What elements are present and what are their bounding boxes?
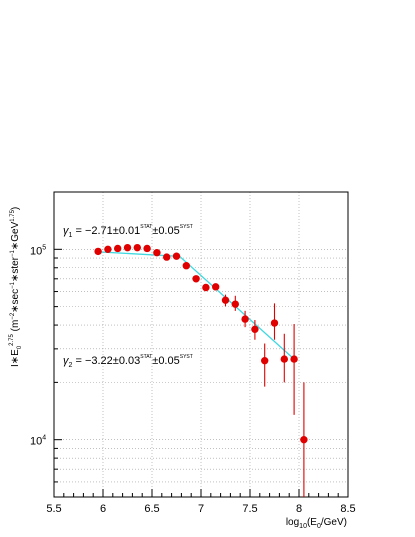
data-point <box>261 356 269 365</box>
data-point <box>172 252 181 260</box>
y-tick-exponent: 4 <box>42 435 46 442</box>
data-point <box>192 275 200 283</box>
data-point <box>94 247 102 256</box>
x-tick-label: 7 <box>198 503 204 515</box>
y-tick-exponent: 5 <box>42 244 46 251</box>
data-point <box>202 283 210 292</box>
data-point <box>290 355 298 363</box>
data-point <box>251 325 259 334</box>
x-tick-label: 6 <box>100 503 106 515</box>
data-point <box>221 296 230 304</box>
y-tick-base: 10 <box>30 436 42 448</box>
x-tick-label: 7.5 <box>242 503 257 515</box>
data-point <box>212 283 220 291</box>
data-point <box>153 248 161 257</box>
y-tick-base: 10 <box>30 245 42 257</box>
axis-ticks <box>53 191 349 498</box>
data-point <box>270 319 279 327</box>
data-point <box>133 243 141 252</box>
y-tick-label: 104 <box>30 435 46 448</box>
x-axis-label: log10(E0/GeV) <box>286 517 347 530</box>
data-point <box>241 315 249 323</box>
data-point <box>143 244 151 253</box>
x-tick-labels: 5.5 6 6.5 7 7.5 8 8.5 <box>46 503 355 515</box>
x-tick-label: 6.5 <box>144 503 159 515</box>
data-point <box>300 435 308 444</box>
x-tick-label: 5.5 <box>46 503 61 515</box>
data-points <box>94 243 308 444</box>
y-tick-label: 105 <box>30 244 46 257</box>
data-point <box>231 300 239 308</box>
data-point <box>123 243 132 252</box>
data-point <box>104 245 112 254</box>
y-axis-label: I∗E02.75 (m−2∗sec−1∗ster−1∗GeV1.75) <box>9 207 23 367</box>
data-point <box>163 253 171 261</box>
annotation-gamma2: γ2 = −3.22±0.03STAT±0.05SYST <box>63 354 193 369</box>
data-point <box>114 244 122 253</box>
x-tick-label: 8.5 <box>340 503 355 515</box>
data-point <box>182 262 190 270</box>
x-tick-label: 8 <box>296 503 302 515</box>
data-point <box>280 355 288 363</box>
annotation-gamma1: γ1 = −2.71±0.01STAT±0.05SYST <box>63 224 193 239</box>
